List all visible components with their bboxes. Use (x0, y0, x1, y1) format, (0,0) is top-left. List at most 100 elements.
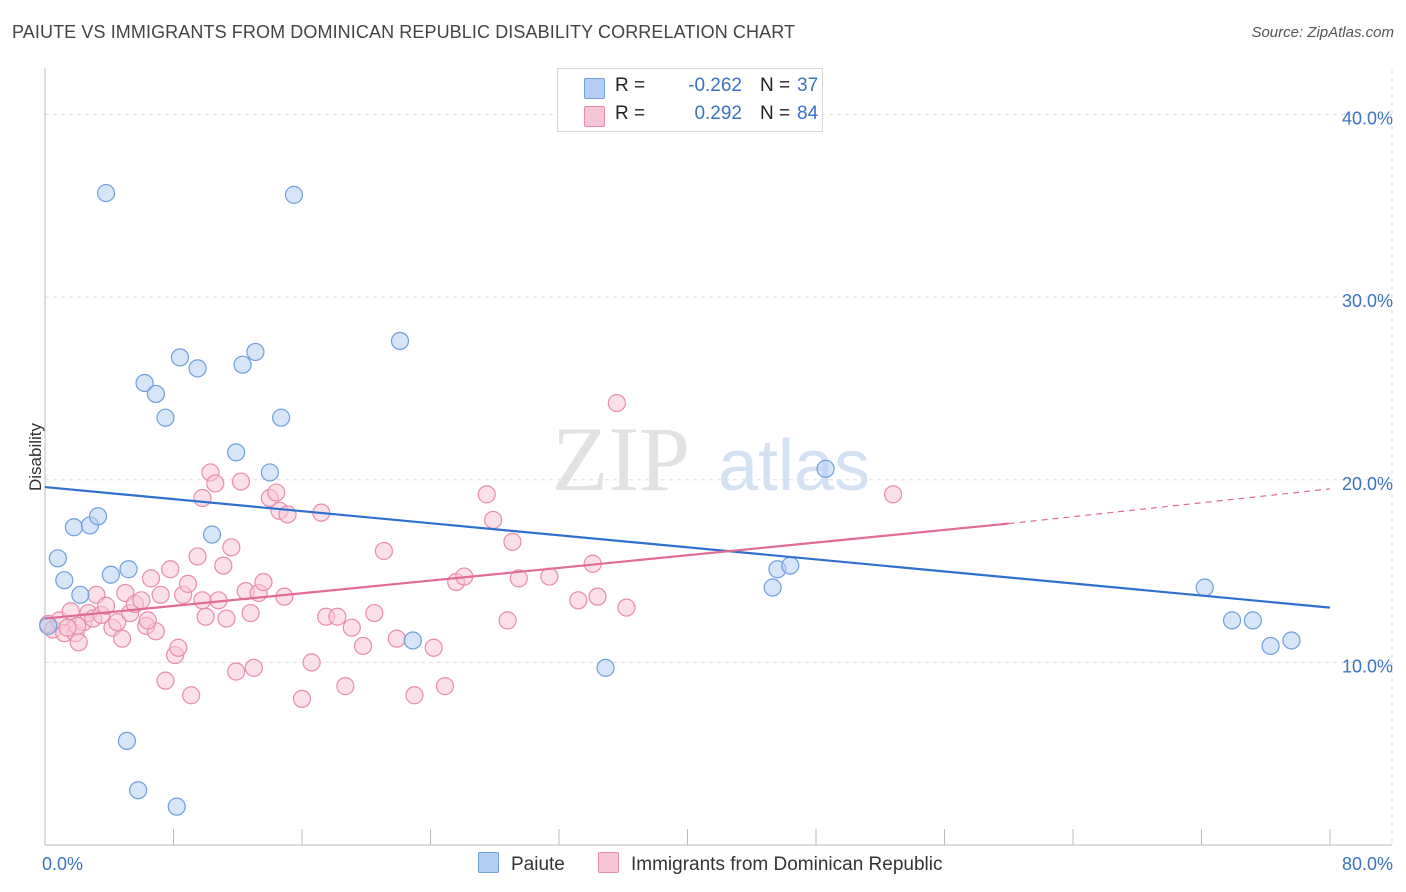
dominican-point (328, 607, 347, 626)
dominican-point (477, 485, 496, 504)
dominican-point (509, 569, 528, 588)
bottom-legend-swatch-dominican (598, 852, 619, 873)
dominican-point (141, 569, 161, 588)
paiute-point (1243, 611, 1263, 630)
dominican-point (342, 618, 361, 637)
paiute-point (1195, 578, 1214, 597)
legend-n-value: 84 (797, 103, 819, 124)
dominican-point (96, 596, 116, 615)
dominican-point (302, 653, 321, 672)
paiute-point (781, 556, 800, 575)
paiute-point (64, 518, 84, 537)
dominican-point (435, 677, 455, 696)
paiute-point (390, 331, 410, 351)
y-tick-label: 30.0% (1342, 291, 1393, 311)
bottom-legend-swatch-paiute (478, 852, 499, 873)
dominican-trend-line (44, 522, 1009, 620)
dominican-point (588, 587, 607, 606)
dominican-point (217, 609, 236, 628)
paiute-point (135, 373, 154, 393)
paiute-point (146, 384, 165, 404)
dominican-point (196, 607, 215, 626)
series-paiute-points (39, 183, 1301, 816)
chart-title: PAIUTE VS IMMIGRANTS FROM DOMINICAN REPU… (12, 22, 796, 42)
paiute-point (88, 507, 108, 526)
paiute-point (763, 578, 782, 597)
dominican-trend-extension (1008, 488, 1331, 525)
dominican-point (883, 485, 903, 504)
paiute-point (167, 797, 186, 816)
paiute-point (156, 408, 175, 427)
axes (44, 68, 1392, 846)
paiute-point (96, 183, 116, 203)
dominican-point (503, 532, 522, 551)
paiute-point (170, 348, 190, 367)
trend-lines (44, 485, 1331, 620)
dominican-point (178, 574, 198, 593)
paiute-point (119, 560, 138, 579)
dominican-point (206, 474, 225, 493)
dominican-point (156, 671, 175, 690)
legend-n-label: N = (760, 103, 791, 124)
dominican-point (484, 510, 503, 530)
legend-n-value: 37 (797, 75, 819, 96)
y-tick-label: 40.0% (1342, 109, 1393, 129)
dominican-point (222, 538, 241, 557)
dominican-point (540, 567, 559, 586)
legend-r-value: 0.292 (694, 103, 742, 124)
dominican-point (169, 638, 188, 657)
source-note: Source: ZipAtlas.com (1251, 24, 1394, 41)
dominican-point (69, 633, 88, 652)
dominican-point (498, 611, 517, 630)
dominican-point (151, 585, 170, 604)
paiute-point (71, 585, 90, 604)
correlation-legend: R = -0.262 N = 37 R = 0.292 N = 84 (557, 68, 823, 132)
dominican-point (387, 629, 406, 648)
dominican-point (132, 591, 151, 610)
dominican-point (138, 611, 157, 630)
dominican-point (405, 686, 424, 705)
legend-swatch-dominican (584, 106, 605, 127)
bottom-legend-label-dominican: Immigrants from Dominican Republic (631, 854, 943, 875)
dominican-point (374, 541, 394, 561)
paiute-point (48, 549, 67, 568)
dominican-point (569, 591, 588, 610)
watermark-zip: ZIP (552, 408, 690, 510)
legend-r-value: -0.262 (688, 75, 742, 96)
dominican-point (58, 618, 77, 637)
bottom-legend-paiute: Paiute (478, 852, 565, 876)
dominican-point (241, 603, 260, 623)
dominican-point (182, 686, 201, 705)
legend-n-label: N = (760, 75, 791, 96)
paiute-point (188, 359, 207, 378)
dominican-point (188, 547, 207, 566)
dominican-point (227, 662, 246, 681)
dominican-point (112, 629, 132, 648)
paiute-point (284, 185, 304, 204)
dominican-point (292, 689, 312, 709)
x-tick-label-min: 0.0% (42, 854, 83, 874)
dominican-point (336, 677, 355, 696)
paiute-point (1282, 631, 1301, 650)
dominican-point (424, 638, 443, 657)
dominican-point (254, 572, 273, 592)
paiute-point (816, 459, 835, 478)
y-tick-labels: 10.0% 20.0% 30.0% 40.0% (1342, 109, 1393, 677)
paiute-point (246, 342, 265, 362)
paiute-point (272, 408, 291, 427)
bottom-legend-label-paiute: Paiute (511, 854, 565, 875)
dominican-point (365, 603, 384, 623)
paiute-point (117, 731, 137, 751)
watermark-atlas: atlas (718, 426, 870, 506)
dominican-point (214, 556, 233, 575)
bottom-legend-dominican: Immigrants from Dominican Republic (598, 852, 943, 876)
legend-swatch-paiute (584, 78, 605, 99)
dominican-point (607, 393, 626, 413)
paiute-point (202, 525, 222, 544)
dominican-point (193, 488, 212, 508)
paiute-point (129, 781, 148, 800)
paiute-point (1261, 636, 1280, 656)
x-tick-labels: 0.0% 80.0% (42, 854, 1393, 874)
paiute-point (260, 463, 279, 482)
